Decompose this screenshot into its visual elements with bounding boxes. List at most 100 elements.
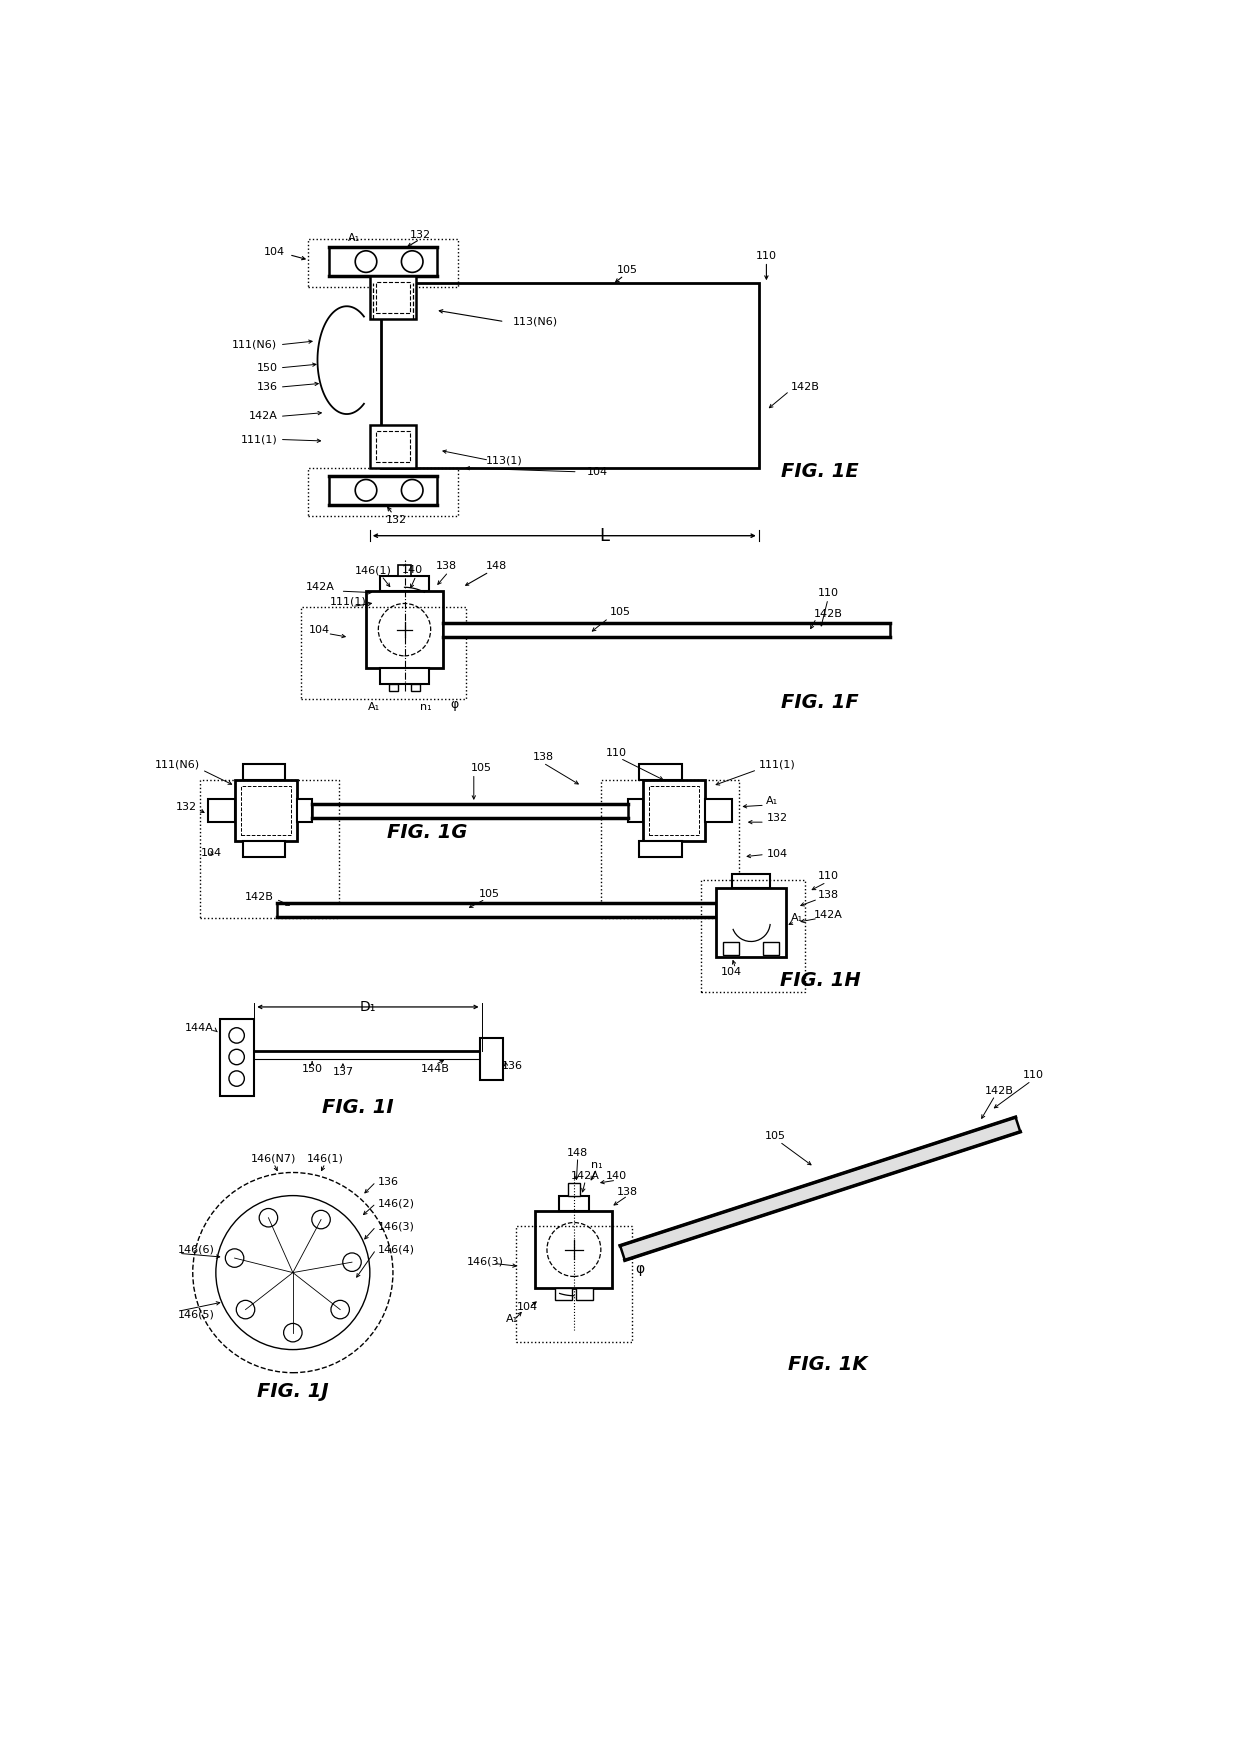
Text: FIG. 1F: FIG. 1F	[781, 693, 859, 712]
Text: 146(1): 146(1)	[356, 565, 392, 576]
Bar	[601, 780, 739, 919]
Bar	[379, 576, 429, 592]
Text: 104: 104	[517, 1302, 538, 1312]
Bar	[309, 240, 459, 287]
Text: 104: 104	[587, 467, 608, 476]
Bar	[640, 765, 682, 780]
Bar	[480, 1038, 503, 1080]
Text: 105: 105	[765, 1130, 786, 1141]
Text: FIG. 1H: FIG. 1H	[780, 971, 861, 989]
Text: 111(1): 111(1)	[330, 597, 367, 605]
Bar	[650, 786, 698, 835]
Bar	[278, 903, 717, 917]
Text: 150: 150	[301, 1064, 322, 1073]
Text: 142B: 142B	[244, 892, 274, 901]
Bar	[376, 282, 410, 313]
Bar	[242, 786, 290, 835]
Bar	[763, 942, 780, 956]
Text: FIG. 1G: FIG. 1G	[387, 822, 467, 842]
Text: A₁: A₁	[766, 796, 779, 805]
Text: 111(N6): 111(N6)	[232, 340, 278, 350]
Bar	[312, 803, 627, 817]
Text: 104: 104	[722, 968, 743, 977]
Text: 140: 140	[605, 1171, 626, 1181]
Text: 148: 148	[486, 560, 507, 570]
Text: n₁: n₁	[591, 1160, 603, 1169]
Text: A₁: A₁	[506, 1314, 518, 1323]
Bar	[370, 425, 417, 467]
Text: 105: 105	[479, 889, 500, 900]
Bar	[558, 1195, 589, 1211]
Bar	[577, 1288, 593, 1300]
Text: 146(N7): 146(N7)	[250, 1153, 296, 1164]
Text: 110: 110	[756, 252, 777, 261]
Text: 110: 110	[606, 747, 626, 758]
Text: FIG. 1E: FIG. 1E	[781, 462, 859, 481]
Text: φ: φ	[450, 698, 459, 710]
Text: 105: 105	[618, 264, 639, 275]
Bar	[329, 476, 436, 506]
Text: 132: 132	[176, 802, 197, 812]
Text: 110: 110	[817, 872, 838, 880]
Text: 104: 104	[309, 625, 330, 635]
Bar	[398, 565, 410, 576]
Bar	[300, 607, 466, 698]
Text: 110: 110	[817, 588, 838, 598]
Text: 146(3): 146(3)	[377, 1222, 414, 1232]
Text: 132: 132	[409, 229, 430, 240]
Bar	[236, 780, 296, 842]
Bar	[208, 800, 236, 822]
Text: 105: 105	[610, 607, 631, 618]
Text: L: L	[600, 527, 610, 544]
Text: 146(4): 146(4)	[377, 1244, 414, 1255]
Text: 132: 132	[386, 514, 408, 525]
Bar	[382, 284, 759, 467]
Bar	[717, 887, 786, 957]
Text: 113(1): 113(1)	[486, 455, 523, 466]
Text: 142B: 142B	[813, 609, 842, 620]
Text: FIG. 1I: FIG. 1I	[322, 1097, 394, 1116]
Bar	[219, 1018, 254, 1096]
Text: 132: 132	[766, 814, 787, 822]
Text: 136: 136	[502, 1060, 523, 1071]
Text: 146(5): 146(5)	[177, 1311, 215, 1320]
Bar	[704, 800, 732, 822]
Text: 104: 104	[766, 849, 787, 859]
Bar	[370, 276, 417, 318]
Bar	[443, 623, 889, 637]
Text: 146(2): 146(2)	[377, 1199, 414, 1207]
Bar	[701, 880, 805, 992]
Text: φ: φ	[635, 1262, 644, 1276]
Text: A₁: A₁	[367, 702, 379, 712]
Bar	[243, 842, 285, 858]
Text: 142B: 142B	[985, 1087, 1013, 1096]
Bar	[366, 592, 443, 668]
Text: FIG. 1K: FIG. 1K	[789, 1356, 868, 1374]
Bar	[410, 684, 420, 691]
Text: D₁: D₁	[360, 999, 376, 1013]
Text: 146(3): 146(3)	[467, 1256, 503, 1265]
Text: 136: 136	[257, 382, 278, 392]
Bar	[201, 780, 339, 919]
Text: 140: 140	[402, 565, 423, 576]
Bar	[296, 800, 312, 822]
Bar	[554, 1288, 572, 1300]
Text: A₁: A₁	[348, 233, 361, 243]
Bar	[243, 765, 285, 780]
Text: A₁: A₁	[791, 914, 804, 924]
Text: 142A: 142A	[306, 583, 335, 592]
Bar	[379, 668, 429, 684]
Text: 144A: 144A	[185, 1022, 213, 1032]
Polygon shape	[620, 1116, 1021, 1260]
Text: FIG. 1J: FIG. 1J	[257, 1382, 329, 1402]
Bar	[723, 942, 739, 956]
Text: 113(N6): 113(N6)	[513, 317, 558, 327]
Text: 138: 138	[436, 560, 458, 570]
Text: 136: 136	[377, 1176, 398, 1186]
Text: 138: 138	[532, 752, 554, 761]
Text: 150: 150	[257, 362, 278, 373]
Text: 104: 104	[201, 849, 222, 858]
Bar	[732, 873, 770, 887]
Text: 144B: 144B	[420, 1064, 450, 1073]
Bar	[309, 467, 459, 516]
